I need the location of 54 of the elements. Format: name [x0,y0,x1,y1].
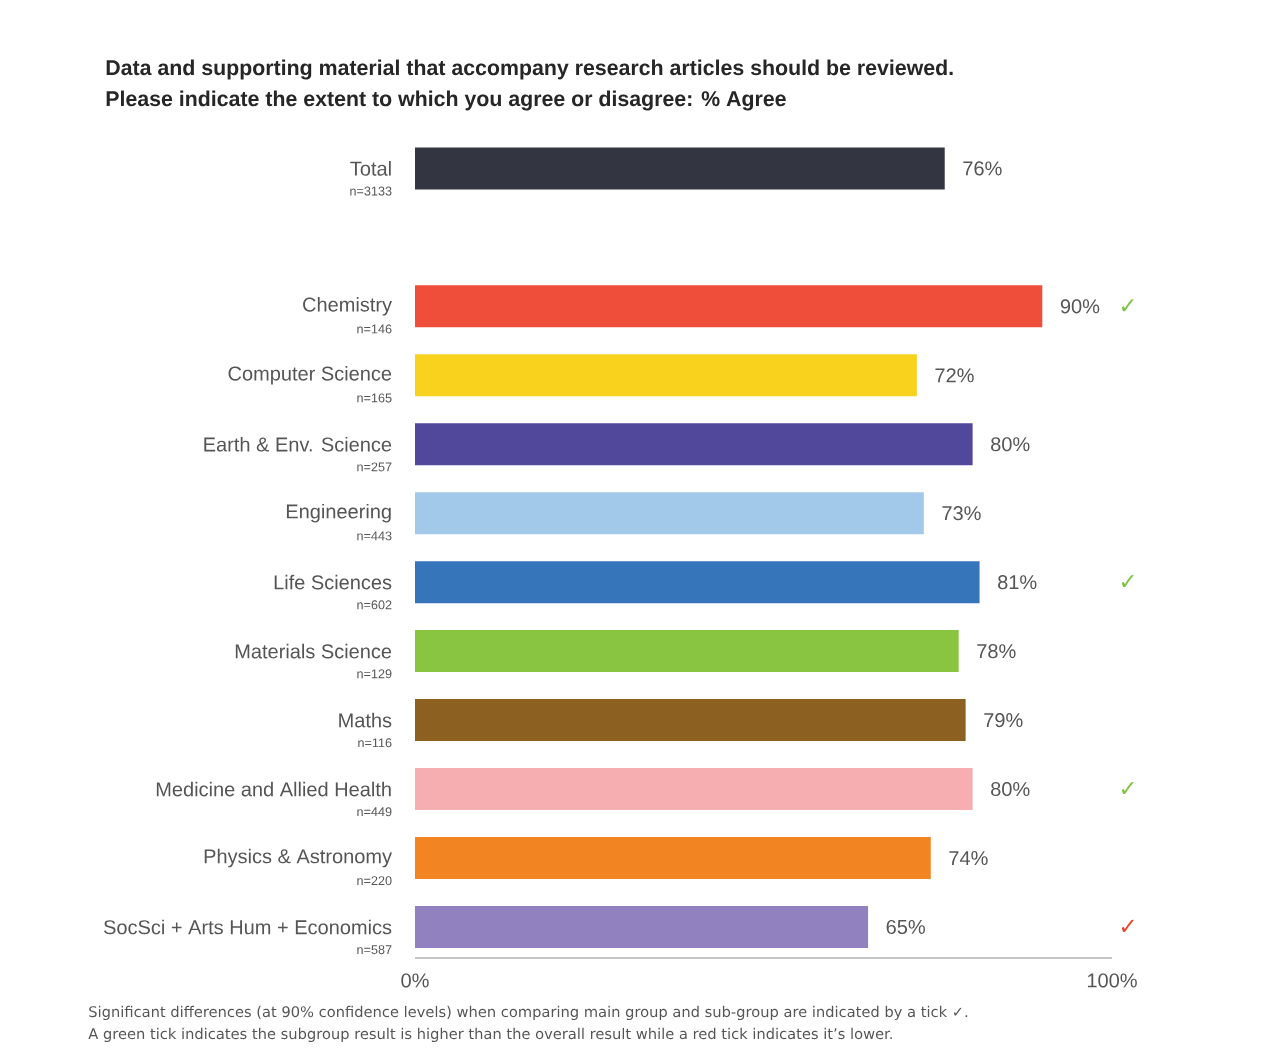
text: ✓ [1121,781,1134,794]
text: n=443 [357,531,392,541]
x-tick-label: 0% [401,973,429,988]
y-tick-label: Total [350,161,391,176]
bar [415,768,973,811]
text: n=587 [357,945,392,955]
y-tick-label: Medicine and Allied Health [156,781,391,797]
text: n=220 [357,876,392,886]
bar [415,561,980,604]
data-label: 78% [977,644,1016,659]
text: ✓ [1121,575,1134,588]
y-tick-label: Computer Science [228,365,392,385]
data-label: 65% [886,919,925,935]
text: Significant differences (at 90% confidence levels) when comparing main group and sub-group are indicated by a tick ✓. [89,1005,968,1021]
data-label: 80% [991,437,1030,452]
text: n=602 [357,600,392,610]
text: n=116 [358,738,392,748]
data-label: 80% [991,781,1030,797]
text: ✓ [1121,299,1134,312]
text: n=257 [357,462,392,472]
bar [415,492,924,535]
bar [415,147,945,190]
bar [415,354,917,397]
data-label: 73% [942,506,981,521]
data-label: 79% [984,713,1023,728]
bar [415,423,973,466]
text: n=146 [357,324,392,334]
bar [415,630,959,673]
data-label: 76% [963,161,1002,176]
data-label: 81% [998,575,1037,590]
text: ✓ [1121,919,1134,932]
text: n=449 [357,807,392,817]
y-tick-label: Materials Science [235,643,392,659]
text: n=3133 [350,186,392,196]
bar [415,905,869,948]
data-label: 90% [1060,299,1100,314]
y-tick-label: Maths [339,712,392,728]
text: n=165 [357,393,392,403]
bar [415,837,931,880]
y-tick-label: Earth & Env. Science [204,436,392,452]
text: n=129 [357,669,392,679]
chart-title: Data and supporting material that accompany research articles should be reviewed. [106,59,953,80]
y-tick-label: SocSci + Arts Hum + Economics [103,919,392,935]
text: A green tick indicates the subgroup result is higher than the overall result while a red tick indicates it’s lower. [88,1027,892,1043]
data-label: 72% [935,368,974,383]
y-tick-label: Chemistry [303,296,393,316]
chart-subtitle: Please indicate the extent to which you agree or disagree: % Agree [106,90,786,111]
x-tick-label: 100% [1087,973,1137,988]
bar [415,699,966,742]
y-tick-label: Life Sciences [274,574,392,590]
y-tick-label: Physics & Astronomy [204,848,392,868]
bar [415,285,1043,328]
y-tick-label: Engineering [286,503,391,523]
data-label: 74% [949,851,988,866]
